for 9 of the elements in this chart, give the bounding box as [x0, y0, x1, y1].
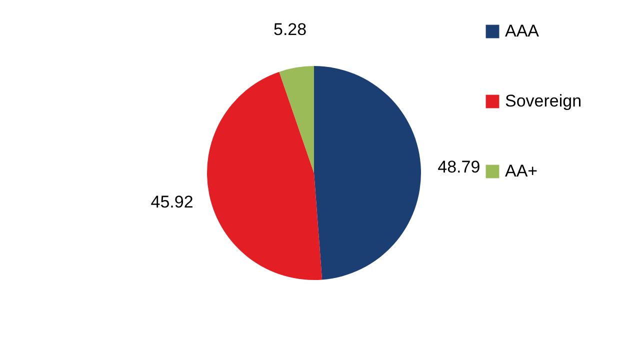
- data-label: 5.28: [274, 20, 307, 39]
- data-label: 48.79: [438, 158, 480, 177]
- data-label: 45.92: [150, 192, 194, 212]
- pie-slice: [314, 66, 421, 280]
- legend-label: Sovereign: [505, 92, 582, 110]
- legend-label: AAA: [505, 22, 540, 40]
- pie-slice: [279, 66, 314, 173]
- pie-slice: [207, 72, 322, 280]
- legend-label: AA+: [505, 162, 538, 180]
